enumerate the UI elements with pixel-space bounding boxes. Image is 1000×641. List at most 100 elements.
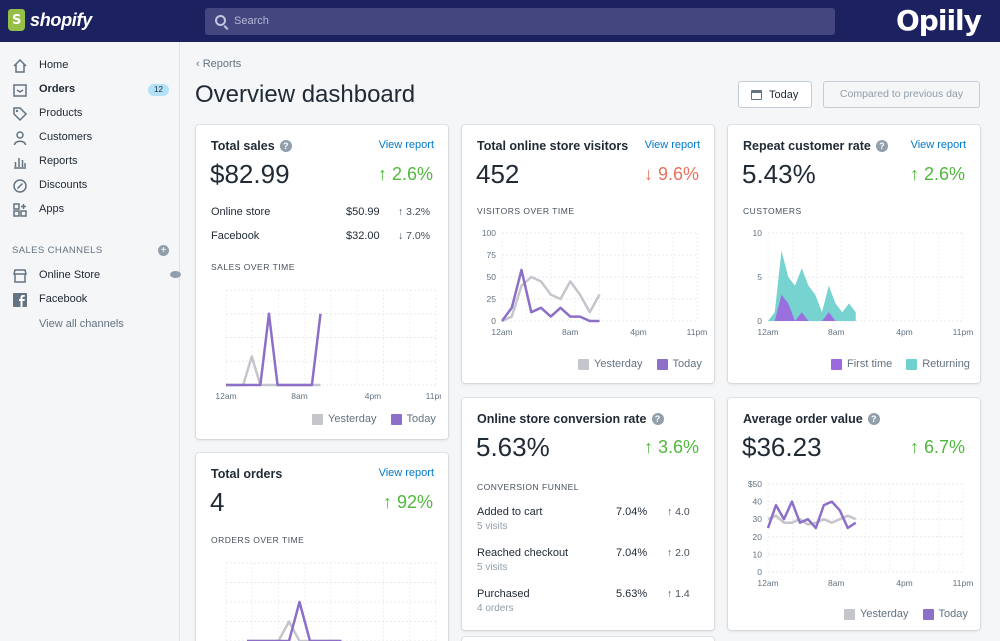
view-all-channels-link[interactable]: View all channels: [39, 318, 124, 330]
funnel-step-sub: 5 visits: [477, 562, 508, 573]
add-channel-icon[interactable]: +: [158, 245, 169, 256]
funnel-step-value: 5.63%: [616, 588, 648, 600]
y-tick-label: 10: [753, 549, 763, 559]
y-tick-label: 5: [757, 272, 762, 282]
legend-yesterday: Yesterday: [844, 608, 909, 620]
help-icon[interactable]: ?: [651, 413, 664, 425]
sidebar-item-label: Facebook: [39, 293, 88, 305]
sales-channels-header: SALES CHANNELS: [12, 245, 103, 256]
section-label: SALES OVER TIME: [211, 262, 295, 272]
breakdown-label: Facebook: [211, 230, 260, 242]
x-tick-label: 11pm: [953, 578, 973, 588]
funnel-step-sub: 5 visits: [477, 521, 508, 532]
metric-value: 5.63%: [476, 432, 550, 462]
orders-icon: [13, 84, 27, 97]
x-tick-label: 11pm: [426, 391, 441, 401]
area-first-time: [768, 294, 856, 321]
swatch: [844, 608, 855, 620]
funnel-step-value: 7.04%: [616, 506, 648, 518]
eye-icon[interactable]: [170, 271, 181, 278]
top-bar: shopify Search Opiily: [0, 0, 1000, 42]
orders-count-badge: 12: [148, 84, 169, 96]
home-icon: [13, 58, 27, 73]
search-input[interactable]: Search: [234, 15, 269, 27]
metric-value: 4: [210, 487, 225, 517]
sidebar-item-apps[interactable]: Apps: [12, 200, 172, 220]
card-conversion-rate: Online store conversion rate? 5.63% ↑ 3.…: [462, 398, 714, 630]
sidebar-item-label: Home: [39, 59, 69, 71]
legend-today: Today: [390, 413, 436, 425]
sidebar-item-label: Online Store: [39, 269, 101, 281]
x-tick-label: 4pm: [630, 327, 647, 337]
compare-button[interactable]: Compared to previous day: [823, 81, 980, 108]
sidebar-item-discounts[interactable]: Discounts: [12, 176, 172, 196]
x-tick-label: 12am: [491, 327, 512, 337]
view-report-link[interactable]: View report: [910, 139, 966, 151]
breadcrumb[interactable]: ‹ Reports: [196, 58, 241, 70]
shopify-bag-icon: [8, 9, 25, 31]
funnel-step-change: ↑ 4.0: [667, 506, 690, 518]
sidebar-item-orders[interactable]: Orders 12: [12, 80, 172, 100]
card-title: Total orders: [211, 467, 283, 481]
view-report-link[interactable]: View report: [378, 467, 434, 479]
breadcrumb-label: Reports: [202, 58, 242, 70]
view-report-link[interactable]: View report: [644, 139, 700, 151]
sidebar-item-customers[interactable]: Customers: [12, 128, 172, 148]
line-today: [500, 268, 600, 323]
view-report-link[interactable]: View report: [378, 139, 434, 151]
date-range-label: Today: [769, 89, 799, 101]
sidebar-item-reports[interactable]: Reports: [12, 152, 172, 172]
x-tick-label: 4pm: [896, 327, 913, 337]
section-label: ORDERS OVER TIME: [211, 535, 305, 545]
tag-icon: [13, 107, 28, 122]
card-total-sales: Total sales? View report $82.99 ↑ 2.6% O…: [196, 125, 448, 439]
x-tick-label: 12am: [215, 391, 236, 401]
metric-value: $36.23: [742, 432, 822, 462]
breakdown-value: $32.00: [346, 230, 380, 242]
sidebar: Home Orders 12 Products Customers Report…: [0, 42, 181, 641]
help-icon[interactable]: ?: [279, 140, 292, 152]
search-icon: [215, 15, 226, 26]
orders-over-time-chart: [225, 562, 437, 641]
help-icon[interactable]: ?: [875, 140, 888, 152]
metric-change: ↑ 3.6%: [643, 437, 699, 457]
section-label: CUSTOMERS: [743, 206, 802, 216]
sidebar-item-online-store[interactable]: Online Store: [12, 266, 181, 286]
date-range-button[interactable]: Today: [738, 81, 812, 108]
sidebar-item-products[interactable]: Products: [12, 104, 172, 124]
search-bar[interactable]: Search: [205, 8, 835, 35]
metric-value: 5.43%: [742, 159, 816, 189]
swatch: [390, 413, 402, 425]
sidebar-item-label: Apps: [39, 203, 65, 215]
sidebar-item-label: Discounts: [39, 179, 88, 191]
partner-logo: Opiily: [896, 4, 982, 37]
sidebar-item-label: Customers: [39, 131, 93, 143]
legend-yesterday: Yesterday: [312, 413, 377, 425]
funnel-step-label: Reached checkout: [477, 547, 569, 559]
y-tick-label: $50: [748, 479, 762, 489]
section-label: VISITORS OVER TIME: [477, 206, 575, 216]
brand-name: shopify: [30, 9, 92, 30]
card-title: Online store conversion rate?: [477, 412, 664, 426]
sidebar-item-facebook[interactable]: Facebook: [12, 290, 172, 310]
facebook-icon: [13, 293, 27, 307]
funnel-step-label: Purchased: [477, 588, 530, 600]
discount-icon: [13, 179, 27, 193]
metric-change: ↑ 2.6%: [377, 164, 433, 184]
help-icon[interactable]: ?: [867, 413, 880, 425]
funnel-step-label: Added to cart: [477, 506, 543, 518]
card-total-orders: Total orders View report 4 ↑ 92% ORDERS …: [196, 453, 448, 641]
swatch: [656, 358, 668, 370]
line-today: [247, 600, 342, 641]
legend-yesterday: Yesterday: [578, 358, 643, 370]
x-tick-label: 8am: [291, 391, 308, 401]
sidebar-item-home[interactable]: Home: [12, 56, 172, 76]
area-returning: [768, 250, 856, 321]
y-tick-label: 0: [757, 567, 762, 577]
chart-legend: Yesterday Today: [312, 413, 436, 425]
shopify-logo[interactable]: shopify: [8, 9, 92, 31]
card-average-order-value: Average order value? $36.23 ↑ 6.7% $50 40…: [728, 398, 980, 630]
metric-change: ↓ 9.6%: [643, 164, 699, 184]
line-today: [226, 312, 322, 387]
metric-value: 452: [476, 159, 520, 189]
